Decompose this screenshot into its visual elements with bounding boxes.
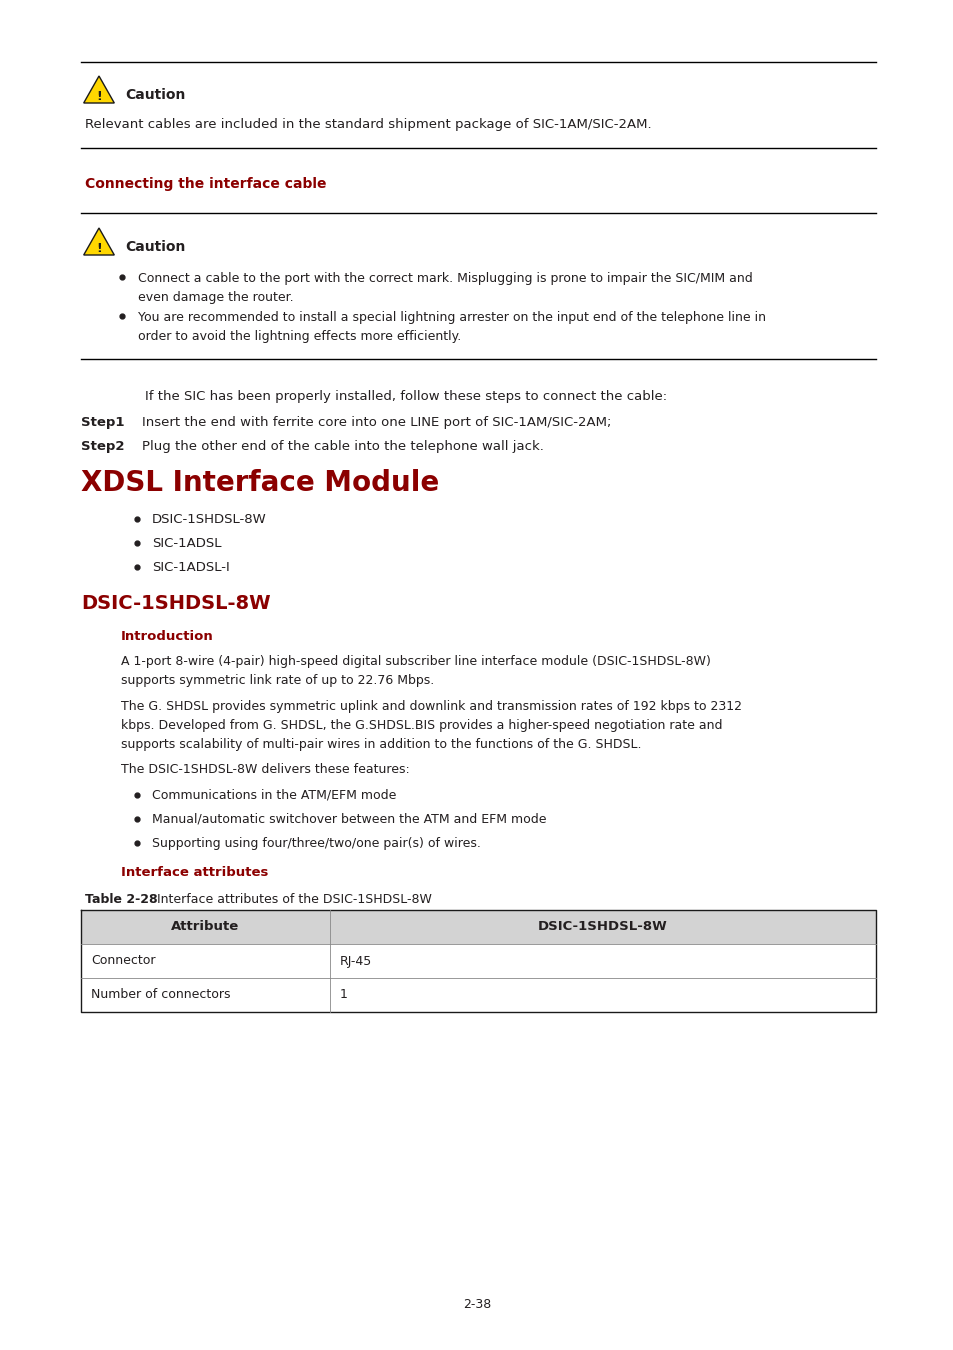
Text: Plug the other end of the cable into the telephone wall jack.: Plug the other end of the cable into the… xyxy=(142,440,543,454)
Text: Step1: Step1 xyxy=(81,416,125,429)
Text: Table 2-28: Table 2-28 xyxy=(85,892,157,906)
Text: Number of connectors: Number of connectors xyxy=(91,988,231,1002)
Text: XDSL Interface Module: XDSL Interface Module xyxy=(81,468,438,497)
Text: Interface attributes: Interface attributes xyxy=(121,865,268,879)
Text: !: ! xyxy=(96,242,102,255)
Polygon shape xyxy=(84,76,114,103)
Text: Interface attributes of the DSIC-1SHDSL-8W: Interface attributes of the DSIC-1SHDSL-… xyxy=(152,892,432,906)
Text: 1: 1 xyxy=(339,988,348,1002)
Text: Connector: Connector xyxy=(91,954,155,968)
Text: You are recommended to install a special lightning arrester on the input end of : You are recommended to install a special… xyxy=(138,310,765,324)
Text: Manual/automatic switchover between the ATM and EFM mode: Manual/automatic switchover between the … xyxy=(152,813,546,826)
Text: DSIC-1SHDSL-8W: DSIC-1SHDSL-8W xyxy=(152,513,267,526)
Text: A 1-port 8-wire (4-pair) high-speed digital subscriber line interface module (DS: A 1-port 8-wire (4-pair) high-speed digi… xyxy=(121,655,710,668)
Text: order to avoid the lightning effects more efficiently.: order to avoid the lightning effects mor… xyxy=(138,329,460,343)
Text: !: ! xyxy=(96,90,102,103)
Text: Attribute: Attribute xyxy=(172,921,239,933)
Text: 2-38: 2-38 xyxy=(462,1297,491,1311)
Text: Relevant cables are included in the standard shipment package of SIC-1AM/SIC-2AM: Relevant cables are included in the stan… xyxy=(85,117,651,131)
Text: Insert the end with ferrite core into one LINE port of SIC-1AM/SIC-2AM;: Insert the end with ferrite core into on… xyxy=(142,416,611,429)
Text: even damage the router.: even damage the router. xyxy=(138,292,294,304)
Text: Introduction: Introduction xyxy=(121,630,213,643)
Text: The G. SHDSL provides symmetric uplink and downlink and transmission rates of 19: The G. SHDSL provides symmetric uplink a… xyxy=(121,701,741,713)
Text: Connecting the interface cable: Connecting the interface cable xyxy=(85,177,326,190)
Text: If the SIC has been properly installed, follow these steps to connect the cable:: If the SIC has been properly installed, … xyxy=(145,390,666,404)
Text: Caution: Caution xyxy=(125,240,185,254)
Text: RJ-45: RJ-45 xyxy=(339,954,372,968)
Text: Caution: Caution xyxy=(125,88,185,103)
Polygon shape xyxy=(84,228,114,255)
Text: Step2: Step2 xyxy=(81,440,125,454)
FancyBboxPatch shape xyxy=(81,910,875,944)
Text: DSIC-1SHDSL-8W: DSIC-1SHDSL-8W xyxy=(537,921,667,933)
Text: SIC-1ADSL: SIC-1ADSL xyxy=(152,537,221,549)
Text: SIC-1ADSL-I: SIC-1ADSL-I xyxy=(152,562,230,574)
Text: Supporting using four/three/two/one pair(s) of wires.: Supporting using four/three/two/one pair… xyxy=(152,837,480,850)
Text: kbps. Developed from G. SHDSL, the G.SHDSL.BIS provides a higher-speed negotiati: kbps. Developed from G. SHDSL, the G.SHD… xyxy=(121,720,721,732)
Text: Connect a cable to the port with the correct mark. Misplugging is prone to impai: Connect a cable to the port with the cor… xyxy=(138,271,752,285)
Text: Communications in the ATM/EFM mode: Communications in the ATM/EFM mode xyxy=(152,788,395,802)
Text: DSIC-1SHDSL-8W: DSIC-1SHDSL-8W xyxy=(81,594,271,613)
Text: supports scalability of multi-pair wires in addition to the functions of the G. : supports scalability of multi-pair wires… xyxy=(121,738,640,751)
Text: The DSIC-1SHDSL-8W delivers these features:: The DSIC-1SHDSL-8W delivers these featur… xyxy=(121,763,410,776)
Text: supports symmetric link rate of up to 22.76 Mbps.: supports symmetric link rate of up to 22… xyxy=(121,674,434,687)
